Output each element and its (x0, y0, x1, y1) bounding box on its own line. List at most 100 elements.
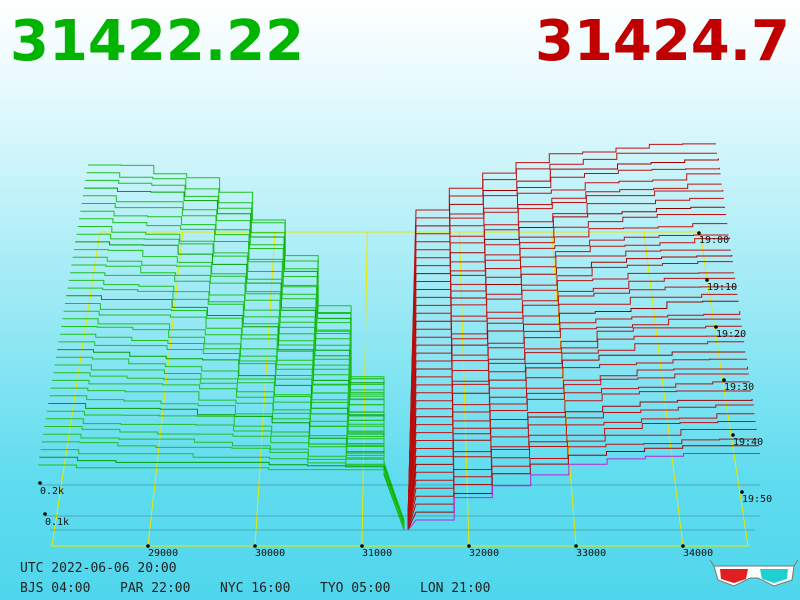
time-tick (697, 231, 701, 235)
ask-price: 31424.7 (535, 9, 790, 74)
time-tick (722, 378, 726, 382)
floor-grid (51, 231, 749, 547)
ask-depth-line (407, 404, 754, 529)
zone-time: TYO 05:00 (320, 581, 390, 596)
bid-depth-line (54, 364, 405, 527)
utc-time: UTC 2022-06-06 20:00 (20, 561, 177, 576)
bid-depth-line (43, 433, 405, 530)
ask-depth-line (407, 429, 757, 530)
price-tick-label: 33000 (576, 548, 606, 559)
bid-depth-line (41, 441, 405, 530)
price-tick-label: 30000 (255, 548, 285, 559)
price-tick (467, 544, 471, 548)
price-tick (574, 544, 578, 548)
ask-depth-line (407, 366, 749, 528)
bid-depth-line (59, 333, 405, 526)
ask-depth-line (407, 438, 758, 530)
time-tick-label: 19:10 (707, 282, 737, 293)
bid-depth-line (70, 272, 405, 524)
price-tick-label: 29000 (148, 548, 178, 559)
bid-depth-line (38, 464, 405, 531)
ask-depth-line (407, 311, 741, 526)
bid-depth-line (76, 233, 405, 523)
ask-depth-line (407, 318, 741, 526)
volume-tick (43, 512, 47, 516)
price-tick-label: 31000 (362, 548, 392, 559)
zone-time: NYC 16:00 (220, 581, 290, 596)
ask-depth-line (407, 300, 739, 526)
time-tick-label: 19:00 (699, 235, 729, 246)
ask-depth-line (407, 373, 749, 528)
bid-depth-line (73, 249, 405, 523)
ask-depth-line (407, 237, 730, 524)
time-tick-label: 19:50 (742, 494, 772, 505)
time-tick (714, 325, 718, 329)
ask-depth-line (407, 261, 733, 524)
bid-depth-line (39, 456, 405, 530)
ask-depth-line (407, 453, 760, 531)
price-grid-line (254, 231, 276, 547)
ask-depth-line (407, 183, 722, 522)
time-tick-label: 19:40 (733, 437, 763, 448)
bid-depth-line (77, 226, 405, 523)
bid-depth-line (45, 418, 405, 529)
bid-depth-line (40, 449, 405, 530)
glasses-icon (709, 559, 799, 587)
time-tick (740, 490, 744, 494)
ask-depth-line (407, 206, 725, 523)
ask-depth-line (407, 351, 746, 527)
ask-depth-line (407, 413, 755, 529)
ask-depth-line (407, 421, 756, 530)
price-tick (253, 544, 257, 548)
depth-lines (38, 143, 760, 531)
time-tick (705, 278, 709, 282)
price-tick-label: 32000 (469, 548, 499, 559)
zone-time: BJS 04:00 (20, 581, 90, 596)
price-tick (360, 544, 364, 548)
ask-depth-line (407, 399, 753, 529)
price-tick (681, 544, 685, 548)
floor-frame (51, 231, 749, 547)
volume-tick-label: 0.1k (45, 517, 69, 528)
ask-depth-line (407, 272, 735, 525)
ask-depth-line (407, 173, 721, 522)
time-tick-label: 19:30 (724, 382, 754, 393)
ask-depth-line (407, 234, 729, 523)
ask-depth-line (407, 381, 750, 528)
price-grid-line (147, 231, 184, 547)
ask-depth-line (407, 445, 759, 530)
price-tick-label: 34000 (683, 548, 713, 559)
bid-depth-line (81, 203, 405, 522)
labels: 29000 30000 31000 32000 33000 34000 0.2k 0.1k 19… (38, 231, 772, 559)
bid-depth-line (84, 187, 405, 521)
bid-depth-line (64, 303, 405, 525)
ask-depth-line (407, 325, 742, 526)
ask-depth-line (407, 341, 745, 527)
bid-depth-line (80, 210, 405, 522)
ask-depth-line (407, 167, 720, 521)
price-grid-line (361, 231, 368, 547)
zone-time: PAR 22:00 (120, 581, 190, 596)
zone-time: LON 21:00 (420, 581, 490, 596)
ask-depth-line (407, 158, 719, 521)
price-grid-line (458, 231, 470, 547)
bid-depth-line (48, 403, 405, 529)
ask-depth-line (407, 189, 724, 522)
time-tick (731, 433, 735, 437)
ask-depth-line (407, 358, 747, 527)
ask-depth-line (407, 223, 728, 523)
ask-depth-line (407, 390, 751, 529)
bid-depth-line (62, 318, 405, 526)
ask-depth-line (407, 255, 733, 524)
ask-depth-line (407, 143, 716, 521)
ask-depth-line (407, 286, 737, 525)
volume-tick-label: 0.2k (40, 486, 64, 497)
bid-price: 31422.22 (10, 9, 304, 74)
time-tick-label: 19:20 (716, 329, 746, 340)
price-grid-line (643, 231, 684, 547)
price-tick (146, 544, 150, 548)
ask-depth-line (407, 214, 727, 523)
volume-tick (38, 481, 42, 485)
